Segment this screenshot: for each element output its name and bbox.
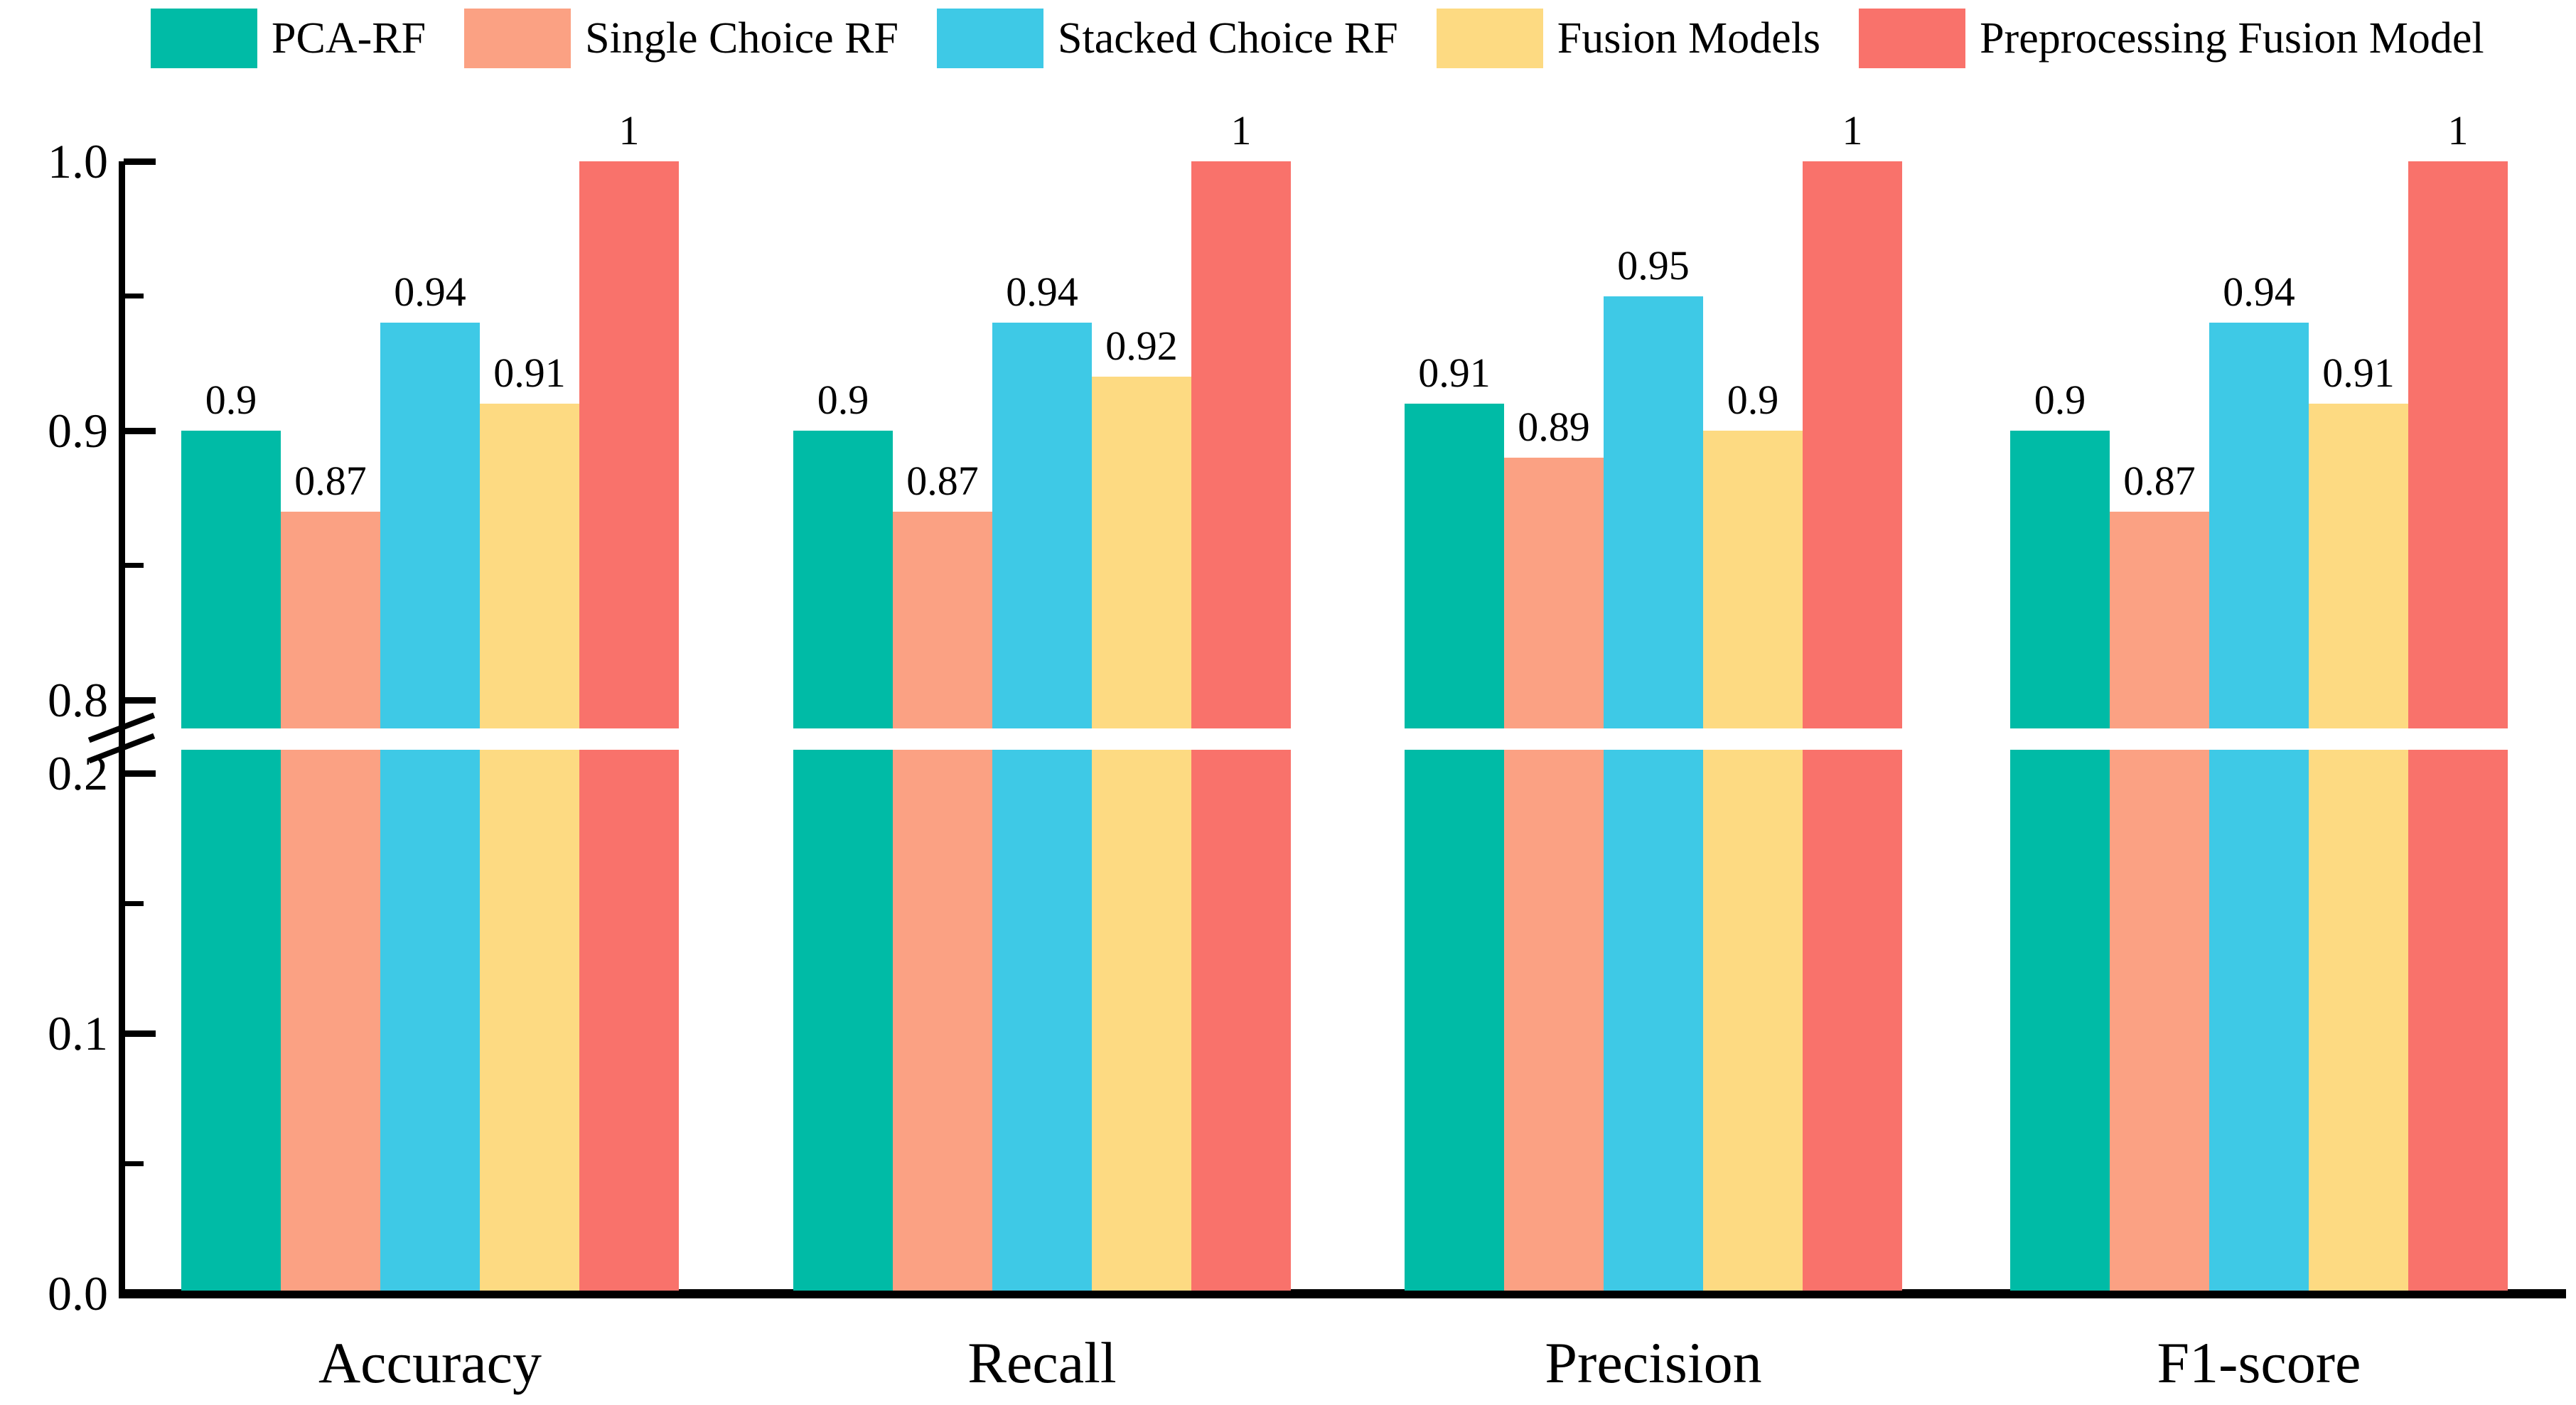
bar-segment-upper bbox=[2110, 511, 2209, 728]
bar-segment-lower bbox=[1191, 750, 1291, 1291]
bar-value-label: 0.9 bbox=[1727, 377, 1779, 423]
bar-value-label: 0.9 bbox=[205, 377, 257, 423]
bar-value-label: 0.87 bbox=[294, 457, 367, 504]
bar-segment-upper bbox=[281, 511, 380, 728]
y-tick-label: 0.8 bbox=[48, 673, 108, 727]
bar-value-label: 0.87 bbox=[2123, 457, 2196, 504]
y-minor-tick bbox=[124, 294, 144, 298]
bar-segment-lower bbox=[1504, 750, 1604, 1291]
bar-value-label: 1 bbox=[2447, 107, 2469, 154]
y-tick-label: 0.0 bbox=[48, 1266, 108, 1320]
y-tick-label: 0.1 bbox=[48, 1006, 108, 1060]
bar-segment-upper bbox=[1405, 404, 1504, 728]
x-category-label: Precision bbox=[1545, 1330, 1762, 1395]
y-major-tick bbox=[124, 158, 156, 165]
bar-segment-lower bbox=[281, 750, 380, 1291]
bar-segment-upper bbox=[1092, 377, 1191, 728]
bar-segment-lower bbox=[579, 750, 679, 1291]
bar-value-label: 0.94 bbox=[394, 269, 466, 316]
bar-segment-upper bbox=[992, 323, 1092, 728]
bar-segment-lower bbox=[2209, 750, 2309, 1291]
x-axis-line bbox=[119, 1289, 2566, 1298]
bar-value-label: 0.91 bbox=[2322, 350, 2395, 397]
bar-segment-lower bbox=[793, 750, 893, 1291]
x-category-label: Recall bbox=[967, 1330, 1117, 1395]
bar-segment-lower bbox=[1604, 750, 1703, 1291]
bar-segment-lower bbox=[2408, 750, 2508, 1291]
bar-value-label: 0.91 bbox=[493, 350, 566, 397]
legend-label: Stacked Choice RF bbox=[1058, 14, 1398, 63]
bar-segment-upper bbox=[1703, 431, 1803, 728]
bar-value-label: 0.94 bbox=[2223, 269, 2295, 316]
y-minor-tick bbox=[124, 1161, 144, 1166]
bar-segment-upper bbox=[1803, 161, 1902, 728]
bar-value-label: 1 bbox=[1230, 107, 1252, 154]
y-major-tick bbox=[124, 770, 156, 777]
bar-segment-lower bbox=[992, 750, 1092, 1291]
bar-segment-lower bbox=[480, 750, 579, 1291]
legend-item-5: Preprocessing Fusion Model bbox=[1859, 9, 2484, 68]
bar-segment-upper bbox=[2408, 161, 2508, 728]
bar-value-label: 0.95 bbox=[1617, 242, 1690, 289]
bar-segment-upper bbox=[1504, 457, 1604, 728]
legend-swatch bbox=[464, 9, 571, 68]
y-tick-label: 0.2 bbox=[48, 746, 108, 800]
legend-item-2: Single Choice RF bbox=[464, 9, 898, 68]
bar-segment-upper bbox=[480, 404, 579, 728]
bar-segment-lower bbox=[1803, 750, 1902, 1291]
legend-swatch bbox=[937, 9, 1043, 68]
x-category-label: F1-score bbox=[2157, 1330, 2361, 1395]
bar-segment-upper bbox=[579, 161, 679, 728]
bar-segment-upper bbox=[893, 511, 992, 728]
legend-label: Preprocessing Fusion Model bbox=[1980, 14, 2484, 63]
legend-item-1: PCA-RF bbox=[151, 9, 426, 68]
bar-segment-upper bbox=[380, 323, 480, 728]
bar-value-label: 0.94 bbox=[1006, 269, 1078, 316]
bar-segment-upper bbox=[2209, 323, 2309, 728]
y-tick-label: 0.9 bbox=[48, 404, 108, 458]
y-major-tick bbox=[124, 427, 156, 434]
bar-segment-lower bbox=[181, 750, 281, 1291]
bar-segment-lower bbox=[1092, 750, 1191, 1291]
legend-label: Single Choice RF bbox=[585, 14, 898, 63]
bar-value-label: 0.9 bbox=[817, 377, 869, 423]
y-major-tick bbox=[124, 696, 156, 704]
bar-value-label: 0.89 bbox=[1518, 403, 1590, 450]
bar-segment-upper bbox=[2010, 431, 2110, 728]
bar-value-label: 1 bbox=[1842, 107, 1863, 154]
bar-segment-lower bbox=[380, 750, 480, 1291]
y-major-tick bbox=[124, 1030, 156, 1037]
legend-swatch bbox=[1436, 9, 1543, 68]
bar-segment-lower bbox=[2010, 750, 2110, 1291]
y-tick-label: 1.0 bbox=[48, 134, 108, 188]
legend-swatch bbox=[1859, 9, 1966, 68]
y-minor-tick bbox=[124, 900, 144, 906]
bar-segment-upper bbox=[793, 431, 893, 728]
bar-value-label: 0.87 bbox=[906, 457, 979, 504]
bar-segment-lower bbox=[893, 750, 992, 1291]
bar-value-label: 0.91 bbox=[1418, 350, 1491, 397]
x-category-label: Accuracy bbox=[318, 1330, 542, 1395]
bar-segment-lower bbox=[2309, 750, 2408, 1291]
bar-segment-lower bbox=[1405, 750, 1504, 1291]
bar-segment-upper bbox=[1191, 161, 1291, 728]
bar-segment-lower bbox=[1703, 750, 1803, 1291]
bar-value-label: 0.92 bbox=[1105, 323, 1178, 370]
bar-value-label: 1 bbox=[618, 107, 640, 154]
legend-swatch bbox=[151, 9, 257, 68]
legend-label: PCA-RF bbox=[272, 14, 426, 63]
bar-segment-lower bbox=[2110, 750, 2209, 1291]
y-minor-tick bbox=[124, 563, 144, 568]
chart-legend: PCA-RF Single Choice RF Stacked Choice RF F… bbox=[151, 9, 2484, 68]
legend-label: Fusion Models bbox=[1557, 14, 1821, 63]
legend-item-3: Stacked Choice RF bbox=[937, 9, 1398, 68]
bar-segment-upper bbox=[181, 431, 281, 728]
bar-segment-upper bbox=[2309, 404, 2408, 728]
legend-item-4: Fusion Models bbox=[1436, 9, 1821, 68]
bar-segment-upper bbox=[1604, 296, 1703, 728]
bar-value-label: 0.9 bbox=[2034, 377, 2086, 423]
